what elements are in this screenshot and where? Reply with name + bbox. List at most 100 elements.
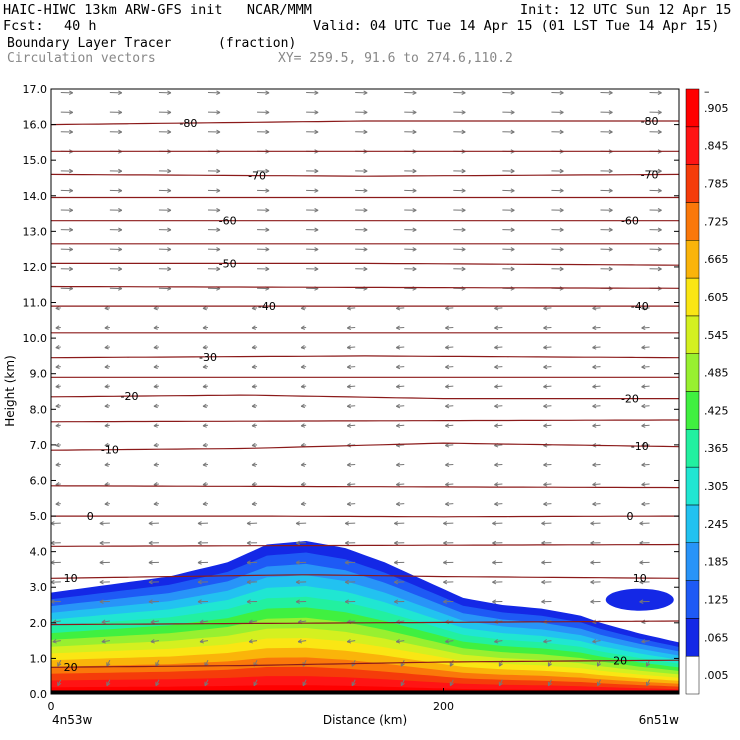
- wind-vector: [153, 462, 159, 467]
- y-tick-label: 17.0: [23, 83, 48, 96]
- wind-vector: [158, 266, 172, 272]
- wind-vector: [158, 129, 172, 135]
- wind-vector: [300, 384, 307, 389]
- field-units: (fraction): [218, 36, 297, 51]
- x-left-endpoint: 4n53w: [52, 713, 93, 727]
- wind-vector: [60, 188, 74, 193]
- wind-vector: [199, 639, 209, 644]
- wind-vector: [596, 679, 602, 687]
- colorbar-swatch: [685, 88, 700, 128]
- wind-vector: [641, 364, 650, 370]
- wind-vector: [306, 266, 319, 272]
- wind-vector: [153, 325, 159, 330]
- wind-vector: [197, 599, 209, 604]
- wind-vector: [395, 364, 405, 370]
- wind-vector: [202, 442, 209, 448]
- wind-vector: [494, 305, 503, 311]
- wind-vector: [541, 579, 552, 585]
- y-tick-label: 13.0: [23, 225, 48, 238]
- wind-vector: [109, 168, 123, 174]
- wind-vector: [295, 599, 307, 604]
- wind-vector: [551, 247, 564, 252]
- wind-vector: [453, 90, 466, 96]
- wind-vector: [346, 423, 356, 428]
- wind-vector: [55, 423, 61, 428]
- wind-vector: [153, 344, 159, 350]
- wind-vector: [246, 560, 258, 565]
- wind-vector: [543, 345, 552, 350]
- wind-vector: [109, 188, 123, 193]
- isotherm-label: -60: [621, 215, 639, 228]
- isotherm-label: 10: [64, 572, 78, 585]
- wind-vector: [302, 679, 307, 687]
- isotherm-label: -80: [641, 115, 659, 128]
- wind-vector: [443, 521, 454, 526]
- isotherm-line: [51, 262, 679, 266]
- isotherm-line: [51, 515, 679, 518]
- colorbar-label: .305: [704, 480, 729, 493]
- wind-vector: [453, 227, 466, 233]
- wind-vector: [600, 227, 613, 233]
- wind-vector: [395, 482, 405, 487]
- wind-vector: [494, 482, 503, 487]
- y-tick-label: 8.0: [30, 403, 48, 416]
- wind-vector: [202, 305, 209, 311]
- isotherm-label: 20: [613, 655, 627, 668]
- wind-vector: [251, 442, 258, 448]
- wind-vector: [109, 110, 123, 115]
- wind-vector: [158, 247, 172, 252]
- isotherm-label: -20: [121, 390, 139, 403]
- wind-vector: [60, 227, 74, 233]
- wind-vector: [543, 639, 552, 644]
- wind-vector: [300, 344, 307, 350]
- wind-vector: [551, 168, 564, 174]
- colorbar-label: .065: [704, 631, 729, 644]
- wind-vector: [202, 501, 209, 507]
- colorbar-label: .545: [704, 329, 729, 342]
- wind-vector: [202, 423, 209, 428]
- wind-vector: [543, 501, 552, 507]
- wind-vector: [649, 110, 662, 115]
- wind-vector: [543, 482, 552, 487]
- wind-vector: [600, 90, 613, 96]
- wind-vector: [106, 659, 111, 667]
- wind-vector: [207, 110, 221, 115]
- wind-vector: [551, 129, 564, 135]
- wind-vector: [109, 129, 123, 135]
- wind-vector: [355, 168, 368, 174]
- colorbar-swatch: [685, 466, 700, 506]
- wind-vector: [344, 579, 356, 585]
- wind-vector: [394, 599, 405, 604]
- wind-vector: [257, 168, 270, 174]
- wind-vector: [197, 521, 209, 526]
- colorbar-label: .425: [704, 404, 729, 417]
- wind-vector: [104, 442, 110, 448]
- wind-vector: [355, 247, 368, 252]
- isotherm-label: 10: [633, 572, 647, 585]
- wind-vector: [453, 129, 466, 135]
- wind-vector: [649, 90, 662, 96]
- wind-vector: [99, 540, 110, 546]
- wind-vector: [649, 168, 662, 174]
- y-tick-label: 1.0: [30, 652, 48, 665]
- wind-vector: [257, 129, 270, 135]
- wind-vector: [494, 384, 503, 389]
- wind-vector: [543, 325, 552, 331]
- wind-vector: [494, 403, 503, 409]
- isotherm-minor: [51, 543, 679, 547]
- wind-vector: [251, 403, 258, 409]
- wind-vector: [346, 305, 356, 311]
- wind-vector: [158, 168, 172, 174]
- y-tick-label: 9.0: [30, 368, 48, 381]
- wind-vector: [445, 325, 454, 331]
- wind-vector: [344, 540, 356, 546]
- wind-vector: [344, 560, 356, 565]
- isotherm-minor: [51, 620, 679, 626]
- wind-vector: [639, 579, 650, 585]
- wind-vector: [445, 442, 454, 448]
- wind-vector: [153, 501, 159, 507]
- wind-vector: [649, 129, 662, 135]
- isotherm-label: -10: [101, 444, 119, 457]
- wind-vector: [60, 247, 74, 252]
- wind-vector: [404, 168, 417, 174]
